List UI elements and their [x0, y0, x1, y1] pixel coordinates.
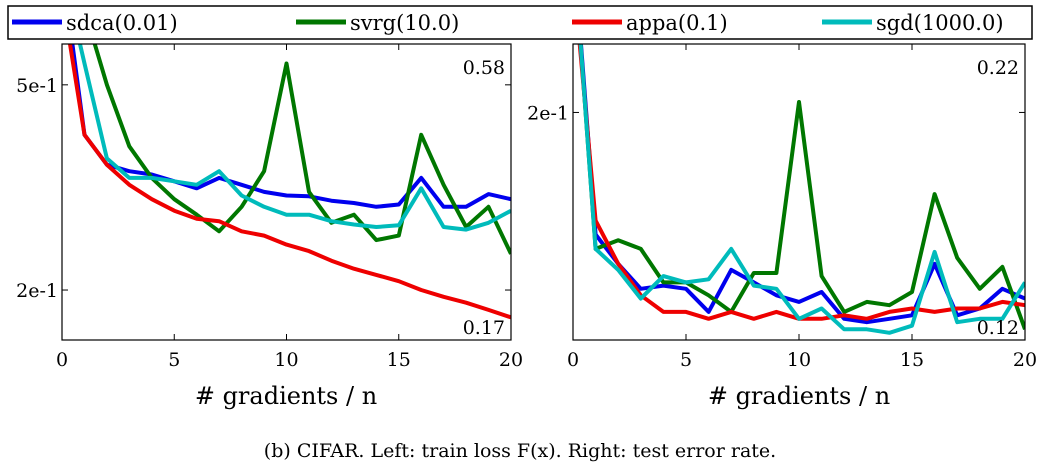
chart-train-loss: 0 5 10 15 20 2e-1 5e-1 0.58 0.17 # gradients /…	[16, 43, 523, 410]
x-tick-label-0: 0	[56, 349, 68, 371]
x-tick-label-5: 5	[168, 349, 180, 371]
corner-value-top-1: 0.22	[977, 57, 1019, 79]
legend-entry-0: sdca(0.01)	[12, 11, 178, 35]
figure-caption: (b) CIFAR. Left: train loss F(x). Right:…	[263, 440, 777, 462]
series-line-svrg	[578, 44, 1025, 330]
x-axis-label-1: # gradients / n	[708, 382, 890, 410]
ticks-0: 0 5 10 15 20 2e-1 5e-1	[16, 44, 523, 371]
legend-label-0: sdca(0.01)	[66, 11, 178, 35]
series-lines-0	[67, 44, 511, 320]
y-tick-label-5e-1: 5e-1	[16, 75, 58, 97]
legend-label-1: svrg(10.0)	[350, 11, 459, 35]
ticks-1: 0 5 10 15 20 2e-1	[527, 44, 1037, 371]
series-line-appa	[67, 44, 511, 320]
legend-entry-3: sgd(1000.0)	[822, 11, 1004, 35]
legend-entry-1: svrg(10.0)	[296, 11, 459, 35]
legend-label-3: sgd(1000.0)	[876, 11, 1004, 35]
x-tick-label-15: 15	[900, 349, 924, 371]
x-tick-label-20: 20	[499, 349, 523, 371]
y-tick-label-2e-1: 2e-1	[527, 102, 569, 124]
x-axis-label-0: # gradients / n	[195, 382, 377, 410]
series-line-sgd	[77, 44, 511, 232]
x-tick-label-20: 20	[1013, 349, 1037, 371]
corner-value-bottom-0: 0.17	[463, 317, 505, 339]
x-tick-label-5: 5	[680, 349, 692, 371]
chart-test-error: 0 5 10 15 20 2e-1 0.22 0.12 # gradients / n	[527, 43, 1037, 410]
legend: sdca(0.01) svrg(10.0) appa(0.1) sgd(1000…	[7, 5, 1033, 40]
series-line-sdca	[70, 44, 511, 209]
legend-entry-2: appa(0.1)	[572, 11, 728, 35]
x-tick-label-15: 15	[387, 349, 411, 371]
legend-label-2: appa(0.1)	[626, 11, 728, 35]
series-line-sgd	[578, 44, 1025, 335]
corner-value-top-0: 0.58	[463, 57, 505, 79]
x-tick-label-10: 10	[787, 349, 811, 371]
y-tick-label-2e-1: 2e-1	[16, 280, 58, 302]
x-tick-label-0: 0	[567, 349, 579, 371]
x-tick-label-10: 10	[274, 349, 298, 371]
corner-value-bottom-1: 0.12	[977, 317, 1019, 339]
series-lines-1	[577, 44, 1025, 335]
series-line-svrg	[92, 44, 511, 255]
